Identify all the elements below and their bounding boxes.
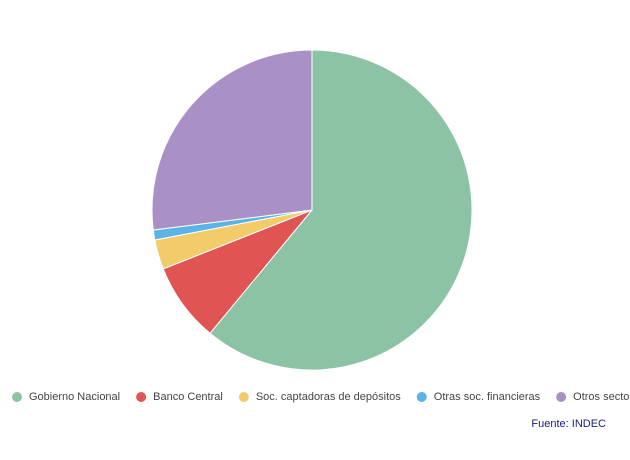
legend-label: Soc. captadoras de depósitos	[256, 391, 401, 403]
source: Fuente: INDEC	[531, 418, 606, 430]
legend-marker	[416, 392, 427, 402]
pie-slice	[209, 49, 473, 371]
legend-label: Banco Central	[153, 391, 223, 403]
legend-label: Otros sectores	[573, 391, 630, 403]
legend-marker	[12, 392, 22, 402]
pie-slice	[151, 49, 313, 231]
legend-label: Gobierno Nacional	[29, 391, 120, 403]
legend-label: Otras soc. financieras	[434, 391, 541, 403]
legend-marker	[556, 392, 567, 402]
legend-marker	[136, 392, 147, 402]
legend-marker	[238, 392, 249, 402]
